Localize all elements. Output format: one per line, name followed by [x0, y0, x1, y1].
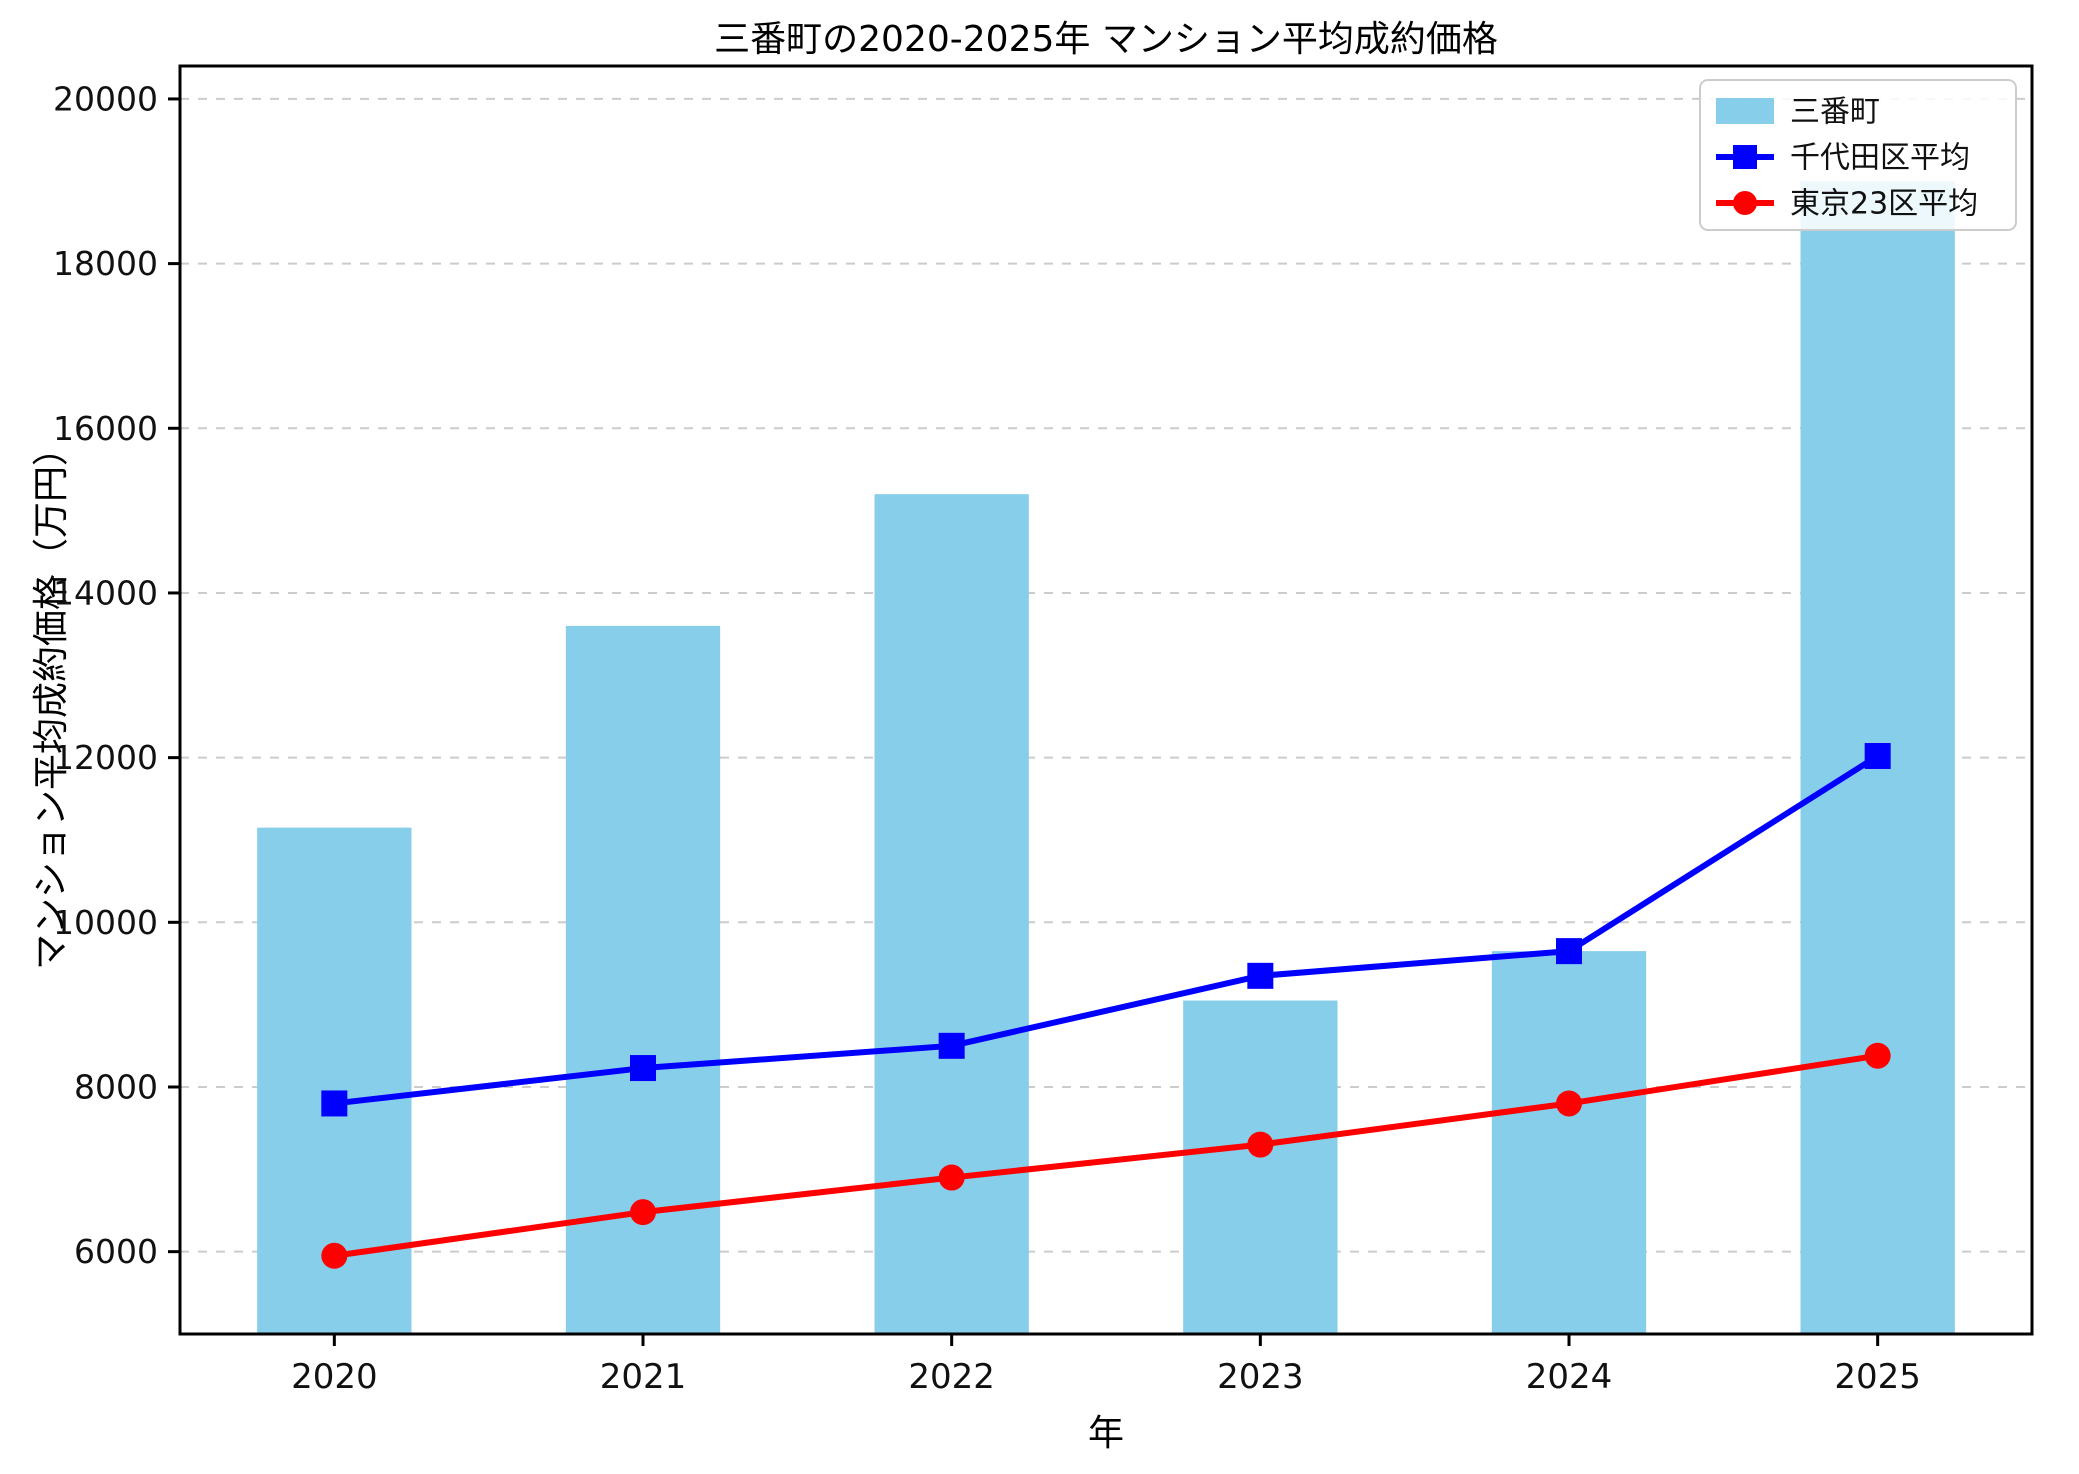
- marker-circle: [321, 1242, 348, 1269]
- legend-swatch: [1716, 98, 1774, 124]
- y-tick-label: 16000: [53, 409, 158, 448]
- marker-square: [938, 1032, 965, 1059]
- y-tick-label: 18000: [53, 244, 158, 283]
- y-tick-label: 14000: [53, 574, 158, 613]
- y-tick-label: 20000: [53, 79, 158, 118]
- line-series: [331, 1052, 1881, 1259]
- x-tick-label: 2022: [908, 1357, 995, 1397]
- x-tick-label: 2025: [1834, 1357, 1921, 1397]
- x-axis-label: 年: [1087, 1413, 1124, 1454]
- marker-circle: [1556, 1090, 1582, 1117]
- bar-2022: [874, 494, 1029, 1334]
- y-tick-label: 10000: [53, 903, 158, 942]
- marker-square: [1556, 938, 1582, 965]
- legend-box: [1699, 79, 2017, 231]
- line-series: [331, 752, 1881, 1107]
- legend-marker: [1733, 191, 1757, 215]
- chart-title: 三番町の2020-2025年 マンション平均成約価格: [714, 19, 1498, 60]
- marker-circle: [938, 1164, 965, 1191]
- legend-label: 三番町: [1790, 95, 1880, 130]
- plot-border: [178, 64, 2034, 1336]
- y-tick-label: 8000: [74, 1068, 158, 1107]
- marker-square: [630, 1055, 656, 1082]
- marker-circle: [1864, 1042, 1891, 1069]
- marker-circle: [1247, 1131, 1274, 1158]
- y-tick-label: 12000: [53, 738, 158, 777]
- marker-square: [1864, 742, 1891, 769]
- y-tick-label: 6000: [74, 1232, 158, 1271]
- legend-marker: [1733, 145, 1757, 169]
- marker-square: [1247, 962, 1274, 989]
- x-tick-label: 2024: [1526, 1357, 1613, 1397]
- bar-2021: [565, 625, 721, 1334]
- x-tick-label: 2023: [1217, 1357, 1304, 1397]
- bar-2024: [1491, 951, 1647, 1334]
- marker-circle: [630, 1199, 656, 1226]
- bar-2023: [1183, 1000, 1338, 1334]
- legend-label: 東京23区平均: [1790, 187, 1978, 222]
- x-tick-label: 2021: [600, 1357, 687, 1397]
- x-tick-label: 2020: [291, 1357, 378, 1397]
- marker-square: [321, 1090, 348, 1117]
- legend-label: 千代田区平均: [1790, 141, 1970, 176]
